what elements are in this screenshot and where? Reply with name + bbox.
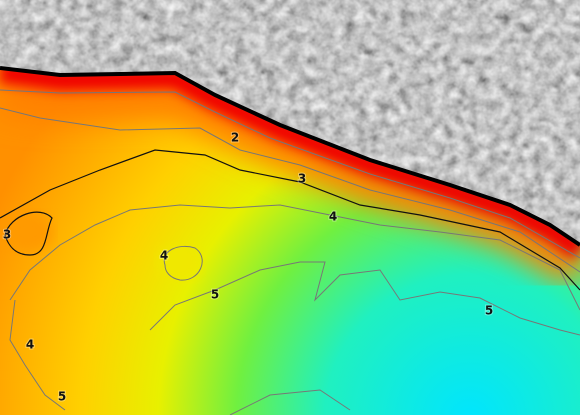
contour-labels: 2 3 4 3 4 5 5 4 5 [2,130,494,405]
contour-label: 2 [231,131,239,145]
contour-label: 5 [211,288,219,302]
shoreline [0,66,580,247]
contour-label: 4 [26,338,34,352]
contour-label: 5 [58,390,66,404]
contours [0,89,580,415]
contour-label: 4 [160,249,168,263]
contour-label: 3 [298,172,306,186]
contour-label: 4 [329,210,337,224]
contour-label: 3 [3,228,11,242]
contour-label: 5 [485,304,493,318]
